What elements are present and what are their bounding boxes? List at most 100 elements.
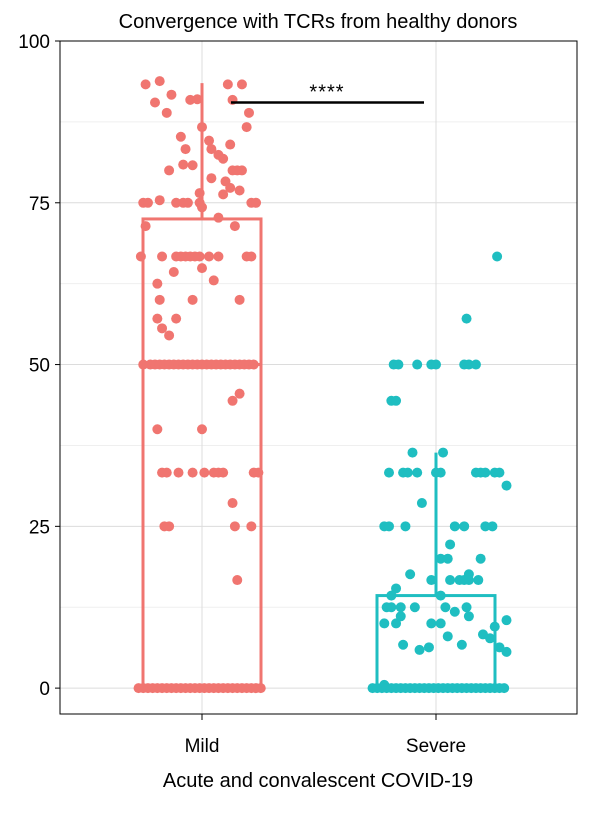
data-point — [229, 521, 240, 532]
data-point — [395, 611, 406, 622]
data-point — [431, 359, 441, 370]
grid — [60, 40, 577, 714]
data-point — [199, 467, 210, 478]
data-point — [489, 621, 500, 632]
data-point — [197, 202, 207, 213]
data-point — [194, 188, 205, 199]
data-point — [154, 195, 165, 206]
data-point — [461, 602, 472, 613]
data-point — [253, 467, 264, 478]
data-point — [426, 618, 437, 629]
data-point — [459, 521, 470, 532]
data-point — [435, 553, 446, 564]
data-point — [152, 278, 163, 289]
data-point — [180, 144, 191, 155]
data-point — [485, 633, 496, 644]
data-point — [197, 263, 207, 274]
data-point — [222, 79, 233, 90]
data-point — [154, 294, 165, 305]
data-point — [140, 221, 151, 232]
data-point — [157, 251, 168, 262]
data-point — [251, 197, 262, 208]
data-point — [173, 467, 184, 478]
data-point — [225, 139, 236, 150]
data-point — [218, 467, 229, 478]
data-point — [175, 131, 186, 142]
data-point — [161, 467, 172, 478]
data-point — [402, 467, 413, 478]
data-point — [225, 182, 236, 193]
data-point — [501, 646, 512, 657]
data-point — [492, 251, 503, 262]
data-point — [204, 135, 215, 146]
data-point — [236, 79, 247, 90]
data-point — [470, 359, 481, 370]
data-point — [208, 275, 219, 286]
x-tick-label: Mild — [185, 736, 220, 757]
data-point — [435, 467, 446, 478]
data-point — [449, 521, 460, 532]
data-point — [234, 294, 245, 305]
data-point — [241, 122, 252, 133]
data-point — [213, 212, 224, 223]
data-point — [232, 575, 243, 586]
y-tick-label: 0 — [39, 679, 50, 700]
data-point — [449, 606, 460, 617]
data-point — [138, 359, 149, 370]
data-point — [412, 359, 423, 370]
data-point — [197, 122, 207, 133]
data-point — [152, 313, 163, 324]
data-point — [244, 107, 254, 118]
data-point — [164, 330, 175, 341]
data-point — [152, 424, 163, 435]
chart-title: Convergence with TCRs from healthy donor… — [119, 11, 518, 33]
data-point — [463, 359, 474, 370]
y-tick-label: 100 — [18, 32, 50, 53]
data-point — [475, 553, 486, 564]
data-point — [187, 467, 198, 478]
points — [133, 76, 512, 694]
data-point — [248, 359, 259, 370]
data-point — [456, 639, 467, 650]
data-point — [416, 498, 427, 509]
data-point — [391, 395, 402, 406]
data-point — [236, 165, 247, 176]
x-axis: Mild Severe — [185, 714, 466, 757]
data-point — [154, 76, 165, 87]
points-mild — [133, 76, 266, 694]
data-point — [391, 583, 402, 594]
data-point — [405, 569, 416, 580]
points-severe — [367, 251, 512, 694]
data-point — [442, 553, 453, 564]
data-point — [229, 221, 240, 232]
data-point — [140, 79, 151, 90]
data-point — [412, 467, 423, 478]
data-point — [194, 251, 205, 262]
data-point — [463, 575, 474, 586]
data-point — [227, 498, 238, 509]
data-point — [227, 395, 238, 406]
data-point — [164, 165, 175, 176]
data-point — [426, 575, 437, 586]
data-point — [246, 521, 257, 532]
data-point — [501, 615, 512, 626]
data-point — [218, 189, 229, 200]
data-point — [395, 602, 406, 613]
data-point — [384, 467, 394, 478]
data-point — [187, 294, 198, 305]
data-point — [391, 618, 402, 629]
y-tick-label: 75 — [29, 194, 50, 215]
data-point — [161, 107, 172, 118]
data-point — [423, 642, 434, 653]
data-point — [463, 611, 474, 622]
data-point — [445, 575, 456, 586]
data-point — [182, 197, 193, 208]
data-point — [171, 313, 182, 324]
data-point — [204, 251, 215, 262]
data-point — [393, 359, 404, 370]
data-point — [135, 251, 146, 262]
data-point — [480, 467, 491, 478]
data-point — [197, 424, 207, 435]
data-point — [150, 97, 160, 108]
x-axis-label: Acute and convalescent COVID-19 — [163, 770, 473, 792]
